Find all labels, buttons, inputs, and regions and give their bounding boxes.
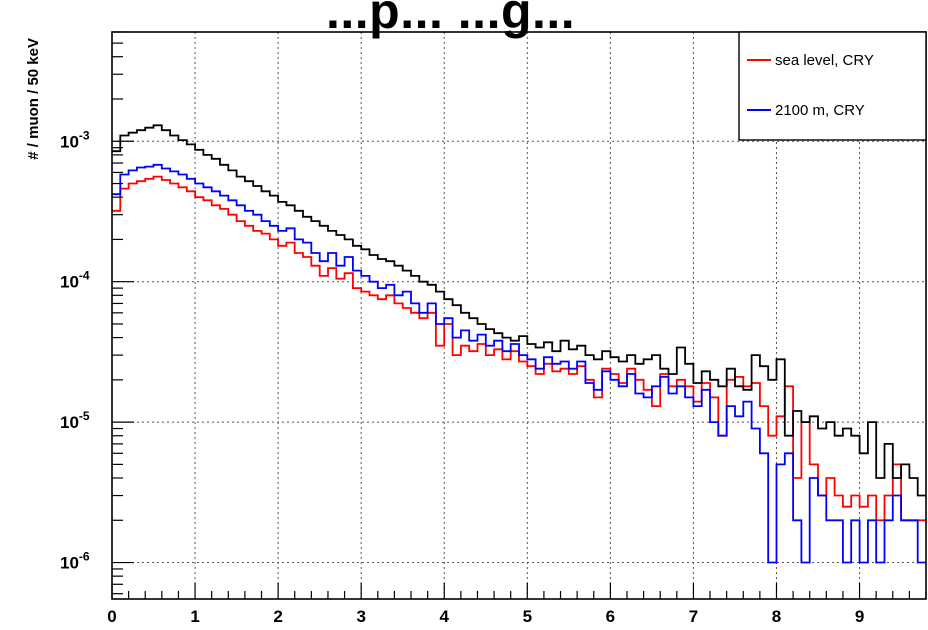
series-line-1 <box>112 163 926 564</box>
x-tick-label-9: 9 <box>855 607 864 626</box>
y-tick-label-3: 10-3 <box>60 128 90 151</box>
legend-entry-1: 2100 m, CRY <box>775 102 865 119</box>
x-tick-label-0: 0 <box>107 607 116 626</box>
x-tick-label-2: 2 <box>273 607 282 626</box>
y-axis-label: # / muon / 50 keV <box>25 38 42 160</box>
series-layer <box>112 124 926 564</box>
legend-entry-0: sea level, CRY <box>775 52 874 69</box>
series-line-2 <box>112 124 926 497</box>
x-tick-label-7: 7 <box>689 607 698 626</box>
legend: sea level, CRY 2100 m, CRY <box>738 31 927 141</box>
y-tick-label-2: 10-4 <box>60 269 90 292</box>
x-tick-labels: 0 1 2 3 4 5 6 7 8 9 <box>107 607 864 626</box>
x-tick-label-5: 5 <box>523 607 532 626</box>
y-tick-label-1: 10-5 <box>60 409 90 432</box>
x-tick-label-6: 6 <box>606 607 615 626</box>
x-tick-label-4: 4 <box>440 607 450 626</box>
y-tick-labels: 10-6 10-5 10-4 10-3 <box>60 128 90 572</box>
series-line-0 <box>112 175 926 522</box>
x-tick-label-8: 8 <box>772 607 781 626</box>
plot-frame <box>111 31 927 600</box>
axis-ticks <box>111 31 927 599</box>
x-tick-label-3: 3 <box>356 607 365 626</box>
x-tick-label-1: 1 <box>190 607 199 626</box>
legend-box <box>738 31 927 141</box>
y-tick-label-0: 10-6 <box>60 550 90 573</box>
grid-lines <box>112 32 926 599</box>
